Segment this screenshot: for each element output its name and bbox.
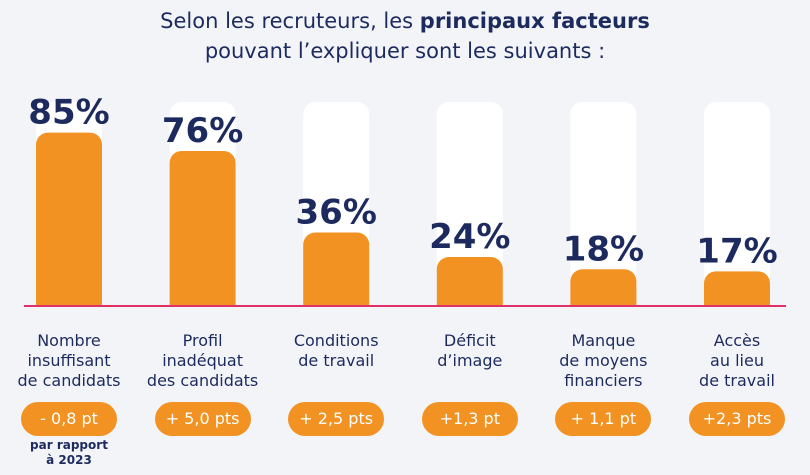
category-label-line: au lieu <box>710 351 764 370</box>
chart-title: Selon les recruteurs, les principaux fac… <box>0 6 810 66</box>
category-label: Conditions de travail <box>266 331 406 371</box>
category-label-line: insuffisant <box>27 351 111 370</box>
title-line-1-prefix: Selon les recruteurs, les <box>160 9 420 33</box>
category-label-line: inadéquat <box>162 351 243 370</box>
change-badge: - 0,8 pt <box>21 402 117 436</box>
change-badge: +1,3 pt <box>421 402 518 436</box>
title-line-1-bold: principaux facteurs <box>419 9 650 33</box>
category-label-line: Conditions <box>293 331 379 350</box>
value-label: 76% <box>162 111 243 151</box>
bar <box>436 257 503 318</box>
change-note-line-2: à 2023 <box>46 453 92 467</box>
category-label-line: Accès <box>713 331 761 350</box>
change-badge: +2,3 pts <box>689 402 785 436</box>
bar <box>169 150 236 318</box>
bar <box>36 132 102 318</box>
bar-track <box>704 102 770 318</box>
value-label: 18% <box>563 229 644 269</box>
category-label: Nombre insuffisant de candidats <box>0 331 139 391</box>
category-label: Manque de moyens financiers <box>533 331 673 391</box>
category-label-line: de candidats <box>17 371 121 390</box>
category-label-line: de moyens <box>559 351 648 370</box>
category-label-line: Nombre <box>37 331 101 350</box>
category-label: Déficit d’image <box>400 331 540 371</box>
change-badge: + 1,1 pt <box>555 402 652 436</box>
bar-track <box>570 102 637 318</box>
change-badge: + 5,0 pts <box>154 402 251 436</box>
category-label-line: des candidats <box>146 371 259 390</box>
value-label: 85% <box>28 93 109 133</box>
change-note-line-1: par rapport <box>30 438 108 452</box>
bar <box>303 232 370 318</box>
change-badge: + 2,5 pts <box>288 402 385 436</box>
title-line-2: pouvant l’expliquer sont les suivants : <box>204 39 606 63</box>
category-label-line: d’image <box>437 351 503 370</box>
category-label-line: financiers <box>564 371 643 390</box>
value-label: 36% <box>296 193 377 233</box>
category-label-line: Déficit <box>443 331 496 350</box>
title-line-1: Selon les recruteurs, les principaux fac… <box>0 6 810 36</box>
value-label: 24% <box>429 217 510 257</box>
baseline-mask <box>24 306 786 320</box>
category-label-line: Manque <box>571 331 636 350</box>
value-label: 17% <box>696 231 777 271</box>
change-note: par rapport à 2023 <box>19 438 119 468</box>
category-label: Profil inadéquat des candidats <box>133 331 273 391</box>
category-label-line: de travail <box>298 351 375 370</box>
category-label-line: Profil <box>182 331 223 350</box>
category-label-line: de travail <box>699 371 775 390</box>
category-label: Accès au lieu de travail <box>667 331 807 391</box>
